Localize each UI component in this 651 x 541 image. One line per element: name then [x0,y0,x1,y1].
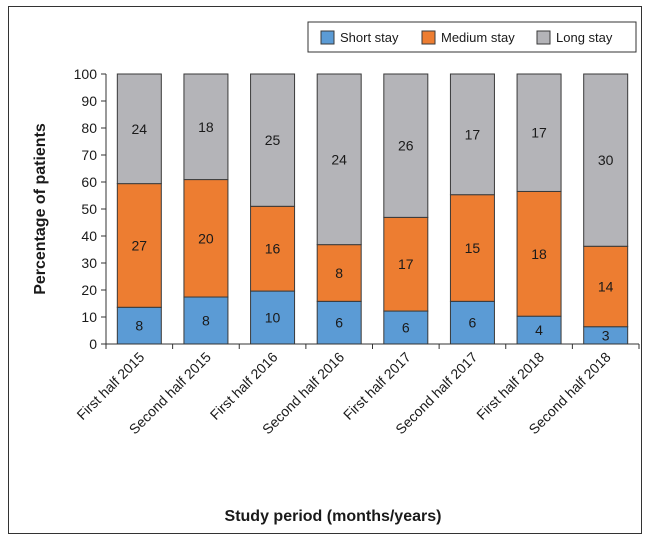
legend-swatch-short-stay [320,30,335,45]
data-label-medium-stay-second-half-2016: 8 [335,265,343,281]
bar-long-stay-first-half-2018 [516,73,562,192]
data-label-long-stay-first-half-2018: 17 [531,125,547,141]
data-label-medium-stay-second-half-2018: 14 [598,278,614,294]
y-tick-label-40: 40 [81,228,97,244]
data-label-long-stay-second-half-2016: 24 [331,151,347,167]
data-label-short-stay-second-half-2017: 6 [469,315,477,331]
bar-medium-stay-first-half-2016 [250,205,296,292]
y-tick-label-10: 10 [81,309,97,325]
bar-medium-stay-second-half-2017 [449,194,495,302]
data-label-long-stay-first-half-2016: 25 [265,132,281,148]
bar-short-stay-second-half-2016 [316,300,362,345]
legend: Short stay Medium stay Long stay [307,21,637,53]
legend-label-long-stay: Long stay [556,30,613,45]
bar-medium-stay-second-half-2016 [316,244,362,302]
bar-medium-stay-second-half-2015 [183,179,229,298]
y-tick-label-100: 100 [74,66,98,82]
y-axis-label: Percentage of patients [32,123,49,295]
bar-medium-stay-first-half-2018 [516,190,562,317]
y-tick-label-20: 20 [81,282,97,298]
bar-long-stay-first-half-2016 [250,73,296,207]
data-label-short-stay-first-half-2015: 8 [135,318,143,334]
data-label-medium-stay-first-half-2017: 17 [398,256,414,272]
data-label-long-stay-second-half-2018: 30 [598,152,614,168]
data-label-short-stay-first-half-2016: 10 [265,310,281,326]
data-label-medium-stay-second-half-2017: 15 [465,240,481,256]
y-tick-label-30: 30 [81,255,97,271]
y-tick-label-90: 90 [81,93,97,109]
y-tick-label-70: 70 [81,147,97,163]
data-label-long-stay-first-half-2015: 24 [132,121,148,137]
x-axis-label: Study period (months/years) [225,508,442,525]
data-label-long-stay-second-half-2017: 17 [465,126,481,142]
bar-short-stay-second-half-2017 [449,300,495,345]
data-label-short-stay-second-half-2018: 3 [602,327,610,343]
bar-short-stay-first-half-2018 [516,315,562,345]
data-label-medium-stay-second-half-2015: 20 [198,230,214,246]
data-label-medium-stay-first-half-2016: 16 [265,241,281,257]
y-tick-label-60: 60 [81,174,97,190]
bar-short-stay-first-half-2015 [116,306,162,345]
x-tick-label-first-half-2017: First half 2017 [340,349,414,423]
legend-label-medium-stay: Medium stay [441,30,515,45]
legend-label-short-stay: Short stay [340,30,399,45]
data-label-short-stay-second-half-2016: 6 [335,315,343,331]
data-label-short-stay-first-half-2018: 4 [535,322,543,338]
bar-long-stay-second-half-2017 [449,73,495,196]
x-tick-label-first-half-2015: First half 2015 [73,349,147,423]
legend-swatch-medium-stay [421,30,436,45]
stacked-bar-chart: Short stay Medium stay Long stay 8 27 24 8 20 1… [32,21,640,525]
bar-long-stay-second-half-2016 [316,73,362,246]
bar-long-stay-second-half-2018 [583,73,629,247]
bar-medium-stay-first-half-2017 [383,216,429,312]
bar-long-stay-first-half-2015 [116,73,162,185]
y-tick-label-0: 0 [89,336,97,352]
bars-group: 8 27 24 8 20 18 10 16 25 6 8 24 6 17 26 6 15 17 4 18 17 3 14 30 [116,73,629,345]
data-label-short-stay-first-half-2017: 6 [402,320,410,336]
bar-long-stay-first-half-2017 [383,73,429,218]
data-label-medium-stay-first-half-2018: 18 [531,246,547,262]
data-label-medium-stay-first-half-2015: 27 [132,237,148,253]
bar-long-stay-second-half-2015 [183,73,229,181]
data-label-long-stay-second-half-2015: 18 [198,119,214,135]
x-tick-label-first-half-2018: First half 2018 [473,349,547,423]
legend-box [307,21,637,53]
chart-frame: Short stay Medium stay Long stay 8 27 24 8 20 1… [8,6,642,534]
bar-short-stay-first-half-2016 [250,290,296,345]
x-tick-label-first-half-2016: First half 2016 [207,349,281,423]
data-label-short-stay-second-half-2015: 8 [202,313,210,329]
y-tick-label-80: 80 [81,120,97,136]
legend-swatch-long-stay [536,30,551,45]
y-tick-label-50: 50 [81,201,97,217]
data-label-long-stay-first-half-2017: 26 [398,138,414,154]
